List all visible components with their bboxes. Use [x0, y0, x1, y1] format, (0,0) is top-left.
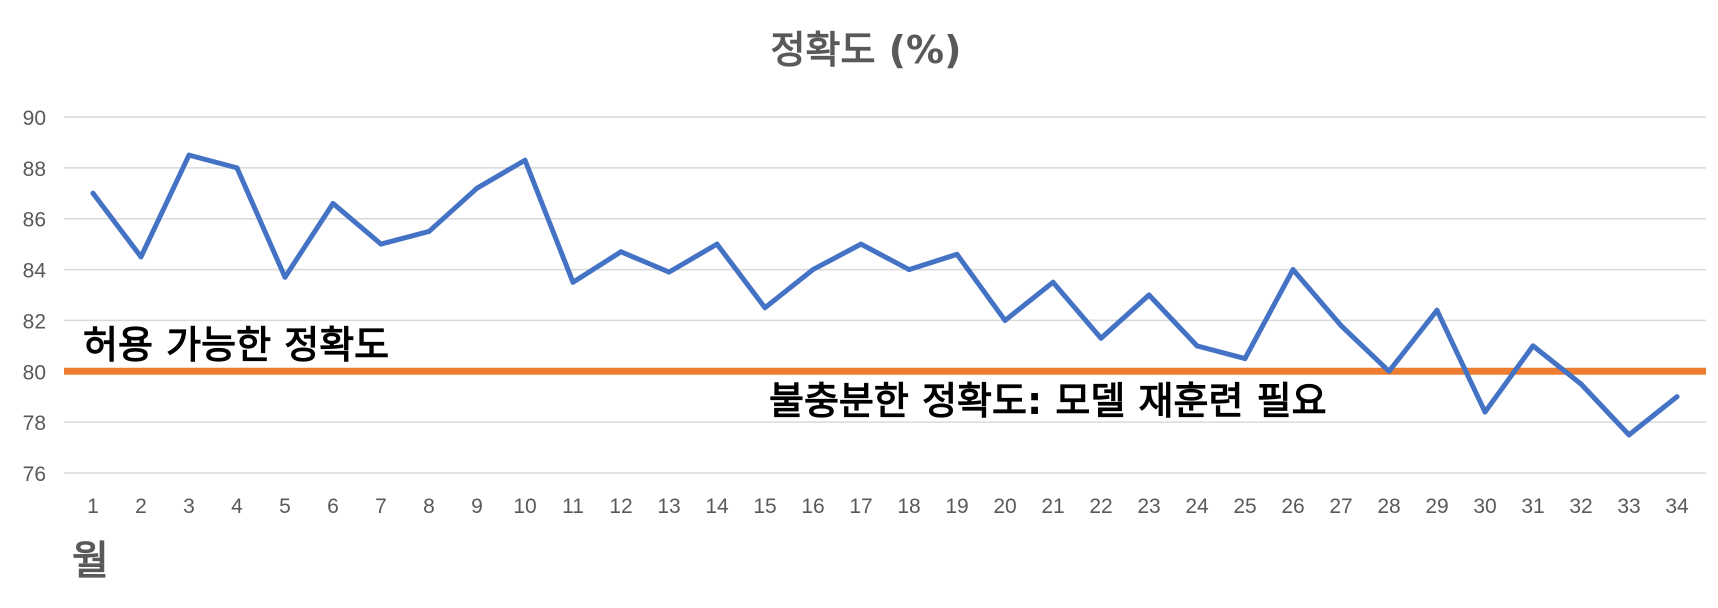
data-point: [1386, 368, 1392, 374]
y-tick-label: 88: [23, 158, 46, 181]
y-tick-label: 82: [23, 310, 46, 333]
data-point: [282, 274, 288, 280]
chart-title: 정확도 (%): [771, 28, 962, 72]
data-point: [1434, 307, 1440, 313]
x-axis-label: 월: [72, 538, 109, 584]
data-point: [138, 254, 144, 260]
data-point: [1098, 335, 1104, 341]
x-tick-label: 34: [1665, 495, 1689, 518]
data-point: [1578, 381, 1584, 387]
x-tick-label: 3: [183, 495, 195, 518]
x-tick-label: 13: [657, 495, 680, 518]
x-tick-label: 25: [1233, 495, 1256, 518]
x-tick-label: 4: [231, 495, 243, 518]
x-tick-label: 16: [801, 495, 824, 518]
x-tick-label: 2: [135, 495, 147, 518]
x-tick-label: 29: [1425, 495, 1448, 518]
x-tick-label: 8: [423, 495, 435, 518]
data-point: [954, 251, 960, 257]
y-tick-label: 90: [23, 107, 46, 130]
data-point: [1146, 292, 1152, 298]
x-axis-ticks: 1 2 3 4 5 6 7 8 9 10 11 12 13 14 15 16 17 18 19 20 21 22 23 24 2…: [87, 495, 1689, 518]
x-tick-label: 30: [1473, 495, 1496, 518]
annotation-acceptable: 허용 가능한 정확도: [83, 323, 389, 367]
data-point: [426, 228, 432, 234]
y-tick-label: 78: [23, 412, 46, 435]
x-tick-label: 23: [1137, 495, 1160, 518]
x-tick-label: 24: [1185, 495, 1209, 518]
x-tick-label: 26: [1281, 495, 1304, 518]
data-point: [714, 241, 720, 247]
data-point: [1002, 317, 1008, 323]
x-tick-label: 32: [1569, 495, 1592, 518]
x-tick-label: 5: [279, 495, 291, 518]
data-point: [1050, 279, 1056, 285]
x-tick-label: 31: [1521, 495, 1544, 518]
data-point: [1338, 323, 1344, 329]
data-point: [1674, 394, 1680, 400]
data-point: [330, 200, 336, 206]
y-tick-label: 86: [23, 209, 46, 232]
y-tick-label: 84: [23, 260, 47, 283]
x-tick-label: 9: [471, 495, 483, 518]
data-point: [906, 267, 912, 273]
x-tick-label: 6: [327, 495, 339, 518]
data-point: [522, 157, 528, 163]
x-tick-label: 14: [705, 495, 729, 518]
data-point: [1530, 343, 1536, 349]
data-point: [666, 269, 672, 275]
data-point: [378, 241, 384, 247]
x-tick-label: 28: [1377, 495, 1400, 518]
x-tick-label: 33: [1617, 495, 1640, 518]
data-point: [810, 267, 816, 273]
x-tick-label: 21: [1041, 495, 1064, 518]
data-point: [234, 165, 240, 171]
y-axis-ticks: 76 78 80 82 84 86 88 90: [23, 107, 47, 486]
data-point: [858, 241, 864, 247]
data-point: [186, 152, 192, 158]
x-tick-label: 20: [993, 495, 1016, 518]
annotation-insufficient: 불충분한 정확도: 모델 재훈련 필요: [769, 379, 1327, 423]
y-tick-label: 76: [23, 463, 46, 486]
data-point: [570, 279, 576, 285]
x-tick-label: 19: [945, 495, 968, 518]
x-tick-label: 7: [375, 495, 387, 518]
data-point: [762, 305, 768, 311]
series-line: [90, 152, 1680, 438]
x-tick-label: 18: [897, 495, 920, 518]
data-point: [618, 249, 624, 255]
x-tick-label: 12: [609, 495, 632, 518]
x-tick-label: 27: [1329, 495, 1352, 518]
x-tick-label: 17: [849, 495, 872, 518]
x-tick-label: 15: [753, 495, 776, 518]
data-point: [1626, 432, 1632, 438]
y-tick-label: 80: [23, 361, 46, 384]
x-tick-label: 22: [1089, 495, 1112, 518]
x-tick-label: 1: [87, 495, 99, 518]
data-point: [474, 185, 480, 191]
data-point: [1482, 409, 1488, 415]
data-point: [1194, 343, 1200, 349]
data-point: [1290, 267, 1296, 273]
data-point: [1242, 356, 1248, 362]
data-point: [90, 190, 96, 196]
x-tick-label: 10: [513, 495, 536, 518]
x-tick-label: 11: [562, 495, 584, 518]
series-layer: [90, 152, 1680, 438]
